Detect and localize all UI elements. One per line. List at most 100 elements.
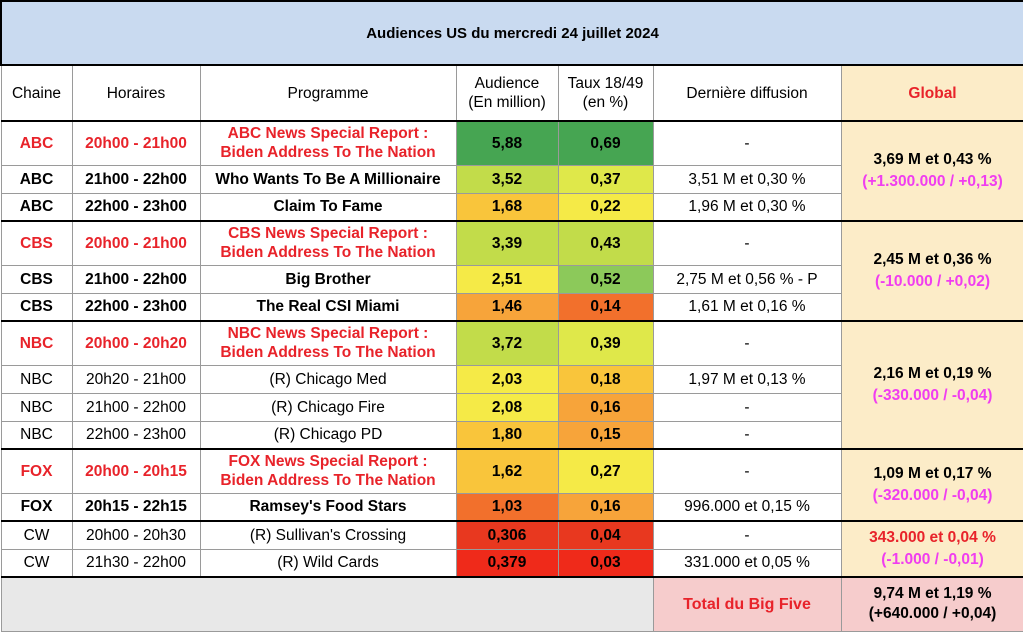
last-airing-cell: 331.000 et 0,05 % [652, 548, 842, 578]
global-cw: 343.000 et 0,04 % (-1.000 / -0,01) [840, 520, 1023, 578]
channel-cell: NBC [0, 392, 73, 422]
time-cell: 22h00 - 23h00 [71, 420, 201, 450]
last-airing-cell: - [652, 320, 842, 366]
channel-cell: NBC [0, 320, 73, 366]
audience-cell: 3,72 [455, 320, 559, 366]
total-row: Total du Big Five 9,74 M et 1,19 % (+640.… [0, 576, 1023, 632]
rating-cell: 0,22 [557, 192, 654, 222]
rating-cell: 0,16 [557, 392, 654, 422]
global-abc: 3,69 M et 0,43 % (+1.300.000 / +0,13) [840, 120, 1023, 222]
audience-cell: 1,80 [455, 420, 559, 450]
channel-cell: CBS [0, 220, 73, 266]
program-cell: FOX News Special Report : Biden Address T… [199, 448, 457, 494]
program-cell: (R) Wild Cards [199, 548, 457, 578]
rating-cell: 0,14 [557, 292, 654, 322]
last-airing-cell: - [652, 392, 842, 422]
total-value: 9,74 M et 1,19 % (+640.000 / +0,04) [840, 576, 1023, 632]
rating-cell: 0,04 [557, 520, 654, 550]
program-cell: The Real CSI Miami [199, 292, 457, 322]
time-cell: 20h15 - 22h15 [71, 492, 201, 522]
program-cell: Big Brother [199, 264, 457, 294]
program-cell: (R) Chicago Med [199, 364, 457, 394]
rating-cell: 0,37 [557, 164, 654, 194]
audience-cell: 1,03 [455, 492, 559, 522]
rating-cell: 0,52 [557, 264, 654, 294]
footer-empty-cell [0, 576, 654, 632]
channel-cell: ABC [0, 120, 73, 166]
audience-cell: 2,08 [455, 392, 559, 422]
header-taux: Taux 18/49 (en %) [557, 64, 654, 122]
program-cell: (R) Sullivan's Crossing [199, 520, 457, 550]
table-row: CBS 20h00 - 21h00 CBS News Special Repor… [0, 220, 1023, 322]
audience-cell: 0,306 [455, 520, 559, 550]
channel-cell: CBS [0, 292, 73, 322]
channel-cell: CBS [0, 264, 73, 294]
last-airing-cell: - [652, 420, 842, 450]
time-cell: 20h00 - 21h00 [71, 120, 201, 166]
time-cell: 20h00 - 20h15 [71, 448, 201, 494]
time-cell: 20h00 - 21h00 [71, 220, 201, 266]
channel-cell: ABC [0, 192, 73, 222]
channel-cell: NBC [0, 420, 73, 450]
header-audience: Audience (En million) [455, 64, 559, 122]
table-row: CW 21h30 - 22h00 (R) Wild Cards 0,379 0,… [0, 548, 1023, 578]
global-fox: 1,09 M et 0,17 % (-320.000 / -0,04) [840, 448, 1023, 522]
time-cell: 21h00 - 22h00 [71, 392, 201, 422]
rating-cell: 0,16 [557, 492, 654, 522]
table-row: CBS 21h00 - 22h00 Big Brother 2,51 0,52 … [0, 264, 1023, 294]
header-derniere-diffusion: Dernière diffusion [652, 64, 842, 122]
time-cell: 22h00 - 23h00 [71, 292, 201, 322]
header-horaires: Horaires [71, 64, 201, 122]
table-row: FOX 20h00 - 20h15 FOX News Special Repor… [0, 448, 1023, 522]
time-cell: 22h00 - 23h00 [71, 192, 201, 222]
time-cell: 20h00 - 20h20 [71, 320, 201, 366]
time-cell: 21h00 - 22h00 [71, 264, 201, 294]
time-cell: 20h20 - 21h00 [71, 364, 201, 394]
audience-cell: 3,52 [455, 164, 559, 194]
last-airing-cell: - [652, 120, 842, 166]
program-cell: NBC News Special Report : Biden Address T… [199, 320, 457, 366]
global-nbc: 2,16 M et 0,19 % (-330.000 / -0,04) [840, 320, 1023, 450]
channel-cell: FOX [0, 448, 73, 494]
program-cell: Claim To Fame [199, 192, 457, 222]
audience-cell: 1,46 [455, 292, 559, 322]
rating-cell: 0,15 [557, 420, 654, 450]
table-row: ABC 20h00 - 21h00 ABC News Special Repor… [0, 120, 1023, 222]
rating-cell: 0,03 [557, 548, 654, 578]
program-cell: Ramsey's Food Stars [199, 492, 457, 522]
channel-cell: FOX [0, 492, 73, 522]
last-airing-cell: 1,61 M et 0,16 % [652, 292, 842, 322]
audience-cell: 5,88 [455, 120, 559, 166]
header-chaine: Chaine [0, 64, 73, 122]
table-row: CBS 22h00 - 23h00 The Real CSI Miami 1,4… [0, 292, 1023, 322]
table-row: NBC 21h00 - 22h00 (R) Chicago Fire 2,08 … [0, 392, 1023, 422]
program-cell: (R) Chicago PD [199, 420, 457, 450]
program-cell: Who Wants To Be A Millionaire [199, 164, 457, 194]
audience-cell: 2,51 [455, 264, 559, 294]
audience-cell: 2,03 [455, 364, 559, 394]
table-row: ABC 22h00 - 23h00 Claim To Fame 1,68 0,2… [0, 192, 1023, 222]
table-row: ABC 21h00 - 22h00 Who Wants To Be A Mill… [0, 164, 1023, 194]
last-airing-cell: 1,96 M et 0,30 % [652, 192, 842, 222]
last-airing-cell: 3,51 M et 0,30 % [652, 164, 842, 194]
time-cell: 21h30 - 22h00 [71, 548, 201, 578]
header-global: Global [840, 64, 1023, 122]
rating-cell: 0,27 [557, 448, 654, 494]
rating-cell: 0,69 [557, 120, 654, 166]
last-airing-cell: - [652, 220, 842, 266]
page-title: Audiences US du mercredi 24 juillet 2024 [0, 0, 1023, 66]
rating-cell: 0,43 [557, 220, 654, 266]
rating-cell: 0,39 [557, 320, 654, 366]
last-airing-cell: - [652, 448, 842, 494]
channel-cell: CW [0, 520, 73, 550]
header-programme: Programme [199, 64, 457, 122]
audience-cell: 1,68 [455, 192, 559, 222]
table-row: NBC 20h00 - 20h20 NBC News Special Repor… [0, 320, 1023, 450]
program-cell: CBS News Special Report : Biden Address T… [199, 220, 457, 266]
last-airing-cell: 996.000 et 0,15 % [652, 492, 842, 522]
time-cell: 21h00 - 22h00 [71, 164, 201, 194]
total-label: Total du Big Five [652, 576, 842, 632]
channel-cell: CW [0, 548, 73, 578]
last-airing-cell: 1,97 M et 0,13 % [652, 364, 842, 394]
